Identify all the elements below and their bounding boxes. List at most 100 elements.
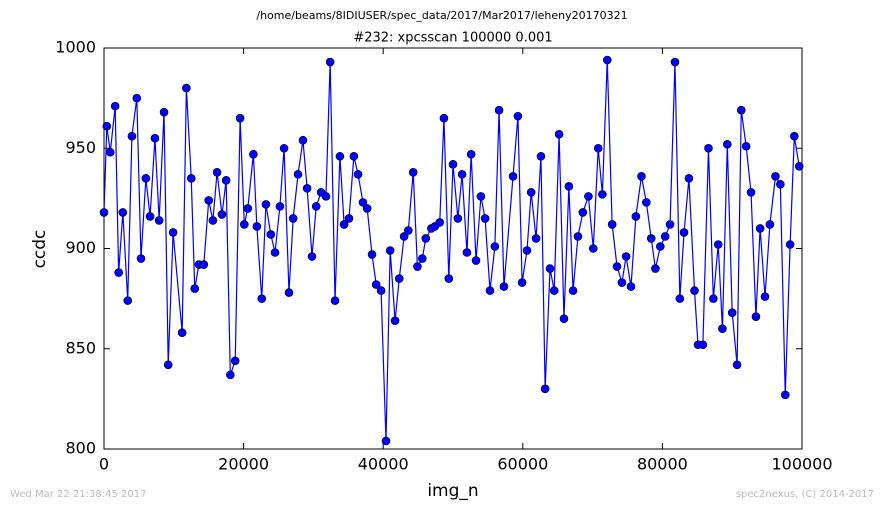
data-point [651, 264, 660, 273]
data-point [413, 262, 422, 271]
data-point [353, 170, 363, 179]
data-point [118, 208, 128, 217]
data-point [275, 202, 285, 211]
x-axis-label: img_n [427, 481, 478, 501]
data-point [208, 216, 218, 225]
data-point [723, 139, 732, 149]
data-point [114, 268, 123, 277]
data-point [621, 252, 631, 261]
data-point [675, 294, 685, 303]
data-point [284, 288, 294, 297]
data-point [261, 200, 271, 209]
data-point [709, 294, 718, 303]
data-point [235, 113, 245, 123]
footer-right: spec2nexus, (C) 2014-2017 [736, 489, 874, 500]
data-point [448, 159, 458, 169]
data-point [531, 234, 541, 243]
data-point [439, 113, 449, 123]
data-point [684, 174, 694, 183]
data-point [335, 151, 345, 161]
data-point [751, 312, 761, 321]
data-point [99, 208, 109, 217]
footer-left: Wed Mar 22 21:38:45 2017 [10, 489, 146, 500]
data-point [408, 168, 418, 177]
data-point [598, 190, 607, 199]
data-point [159, 107, 169, 117]
data-point [136, 254, 146, 263]
data-point [362, 204, 372, 213]
data-point [190, 284, 200, 293]
data-point [670, 57, 680, 67]
data-point [540, 384, 550, 394]
data-point [656, 242, 665, 251]
data-point [637, 172, 646, 181]
data-point [746, 188, 756, 197]
data-point [568, 286, 578, 295]
data-point [499, 282, 509, 291]
data-point [545, 264, 555, 273]
data-point [679, 228, 689, 237]
data-point [476, 192, 486, 201]
x-tick-label: 20000 [218, 455, 269, 474]
data-point [736, 105, 746, 115]
data-point [444, 274, 454, 283]
data-line [103, 60, 800, 441]
y-tick-label: 1000 [55, 38, 96, 57]
data-point [105, 147, 115, 157]
data-point [612, 262, 622, 271]
data-point [522, 246, 532, 255]
data-point [344, 214, 354, 223]
x-tick-label: 100000 [771, 455, 832, 474]
data-point [150, 133, 160, 143]
data-point [494, 105, 504, 115]
data-point [298, 135, 308, 145]
data-point [110, 101, 120, 111]
data-point [399, 232, 409, 241]
data-point [358, 198, 368, 207]
data-point [665, 220, 675, 229]
data-point [239, 220, 249, 229]
x-tick-label: 0 [99, 455, 109, 474]
data-point [607, 220, 617, 229]
data-point [257, 294, 267, 303]
data-point [371, 280, 381, 289]
y-axis-label: ccdc [30, 230, 50, 269]
y-tick-label: 800 [65, 439, 96, 458]
suptitle: /home/beams/8IDIUSER/spec_data/2017/Mar2… [256, 9, 627, 22]
data-point [765, 220, 775, 229]
data-point [404, 226, 413, 235]
data-point [536, 151, 546, 161]
data-point [417, 254, 427, 263]
data-point [385, 246, 395, 255]
data-point [462, 248, 472, 257]
data-point [453, 214, 463, 223]
x-tick-label: 40000 [358, 455, 409, 474]
data-point [288, 214, 298, 223]
data-point [145, 212, 155, 221]
data-point [127, 131, 137, 141]
chart-title: #232: xpcsscan 100000 0.001 [353, 31, 552, 46]
data-point [390, 316, 400, 325]
data-point [646, 234, 656, 243]
plot-frame [103, 47, 803, 450]
data-point [141, 174, 151, 183]
data-point [602, 55, 612, 65]
data-point [727, 308, 737, 317]
data-point [182, 83, 191, 93]
data-point [732, 360, 742, 370]
data-point [457, 170, 467, 179]
data-point [690, 286, 699, 295]
data-point [698, 340, 708, 350]
data-point [584, 192, 593, 201]
data-point [588, 244, 598, 253]
data-point [785, 240, 795, 249]
data-point [573, 232, 583, 241]
data-point [339, 220, 349, 229]
data-point [349, 151, 359, 161]
data-point [230, 356, 240, 366]
data-point [593, 143, 603, 153]
data-point [631, 212, 641, 221]
data-point [741, 141, 751, 151]
data-point [626, 282, 636, 291]
data-point [123, 296, 133, 305]
